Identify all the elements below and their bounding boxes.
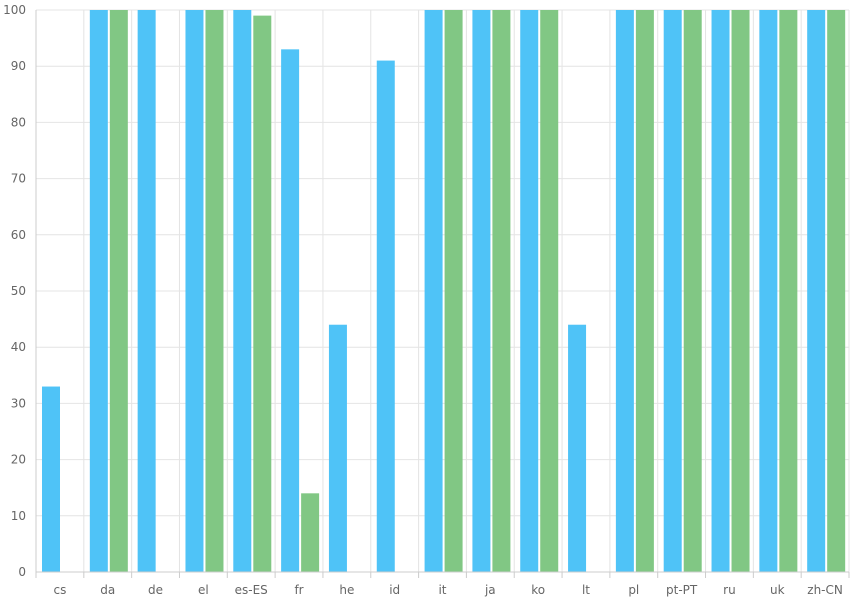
bar-series2-it [444,10,463,572]
bar-series1-zh-CN [807,10,826,572]
bar-series1-uk [759,10,778,572]
bar-series1-ko [520,10,539,572]
y-tick-label: 0 [18,565,26,579]
bar-series1-id [376,60,395,573]
y-tick-label: 70 [11,172,26,186]
x-tick-label: fr [294,583,303,597]
bar-series1-ru [711,10,730,572]
y-tick-label: 20 [11,453,26,467]
bar-series2-pl [635,10,654,572]
bar-series1-fr [281,49,300,572]
bar-series2-ja [492,10,511,572]
x-tick-label: zh-CN [807,583,843,597]
bar-series1-de [137,10,156,572]
bars [42,10,846,573]
x-tick-label: da [100,583,115,597]
y-tick-label: 40 [11,340,26,354]
bar-series2-fr [301,493,320,572]
bar-series1-pt-PT [663,10,682,572]
x-tick-label: it [438,583,446,597]
bar-series2-ko [540,10,559,572]
bar-series2-da [109,10,128,572]
bar-series2-es-ES [253,15,272,573]
x-tick-label: el [198,583,209,597]
y-tick-label: 60 [11,228,26,242]
x-tick-label: pt-PT [666,583,698,597]
y-tick-label: 90 [11,59,26,73]
y-tick-label: 80 [11,115,26,129]
bar-series2-zh-CN [827,10,846,572]
bar-series2-pt-PT [683,10,702,572]
bar-series2-ru [731,10,750,572]
x-tick-label: he [339,583,354,597]
bar-series1-it [424,10,443,572]
y-tick-label: 100 [3,3,26,17]
bar-series1-pl [615,10,634,572]
x-tick-label: uk [770,583,785,597]
x-tick-label: ko [531,583,545,597]
bar-series2-uk [779,10,798,572]
y-tick-label: 10 [11,509,26,523]
x-tick-label: pl [628,583,639,597]
bar-series1-ja [472,10,491,572]
axes: 0 10 20 30 40 50 60 70 80 90 100 cs da de el es-ES fr he i… [3,3,850,597]
bar-series1-lt [568,324,587,572]
x-tick-label: ru [723,583,736,597]
bar-series1-es-ES [233,10,252,572]
x-tick-label: id [389,583,400,597]
x-tick-label: cs [53,583,66,597]
x-tick-label: lt [582,583,590,597]
x-tick-label: ja [484,583,496,597]
x-tick-label: es-ES [235,583,268,597]
bar-series1-da [89,10,108,572]
y-tick-label: 30 [11,396,26,410]
y-tick-label: 50 [11,284,26,298]
bar-series1-cs [42,386,60,572]
x-tick-label: de [148,583,163,597]
bar-series1-he [328,324,347,572]
bar-series2-el [205,10,224,572]
bar-series1-el [185,10,204,572]
